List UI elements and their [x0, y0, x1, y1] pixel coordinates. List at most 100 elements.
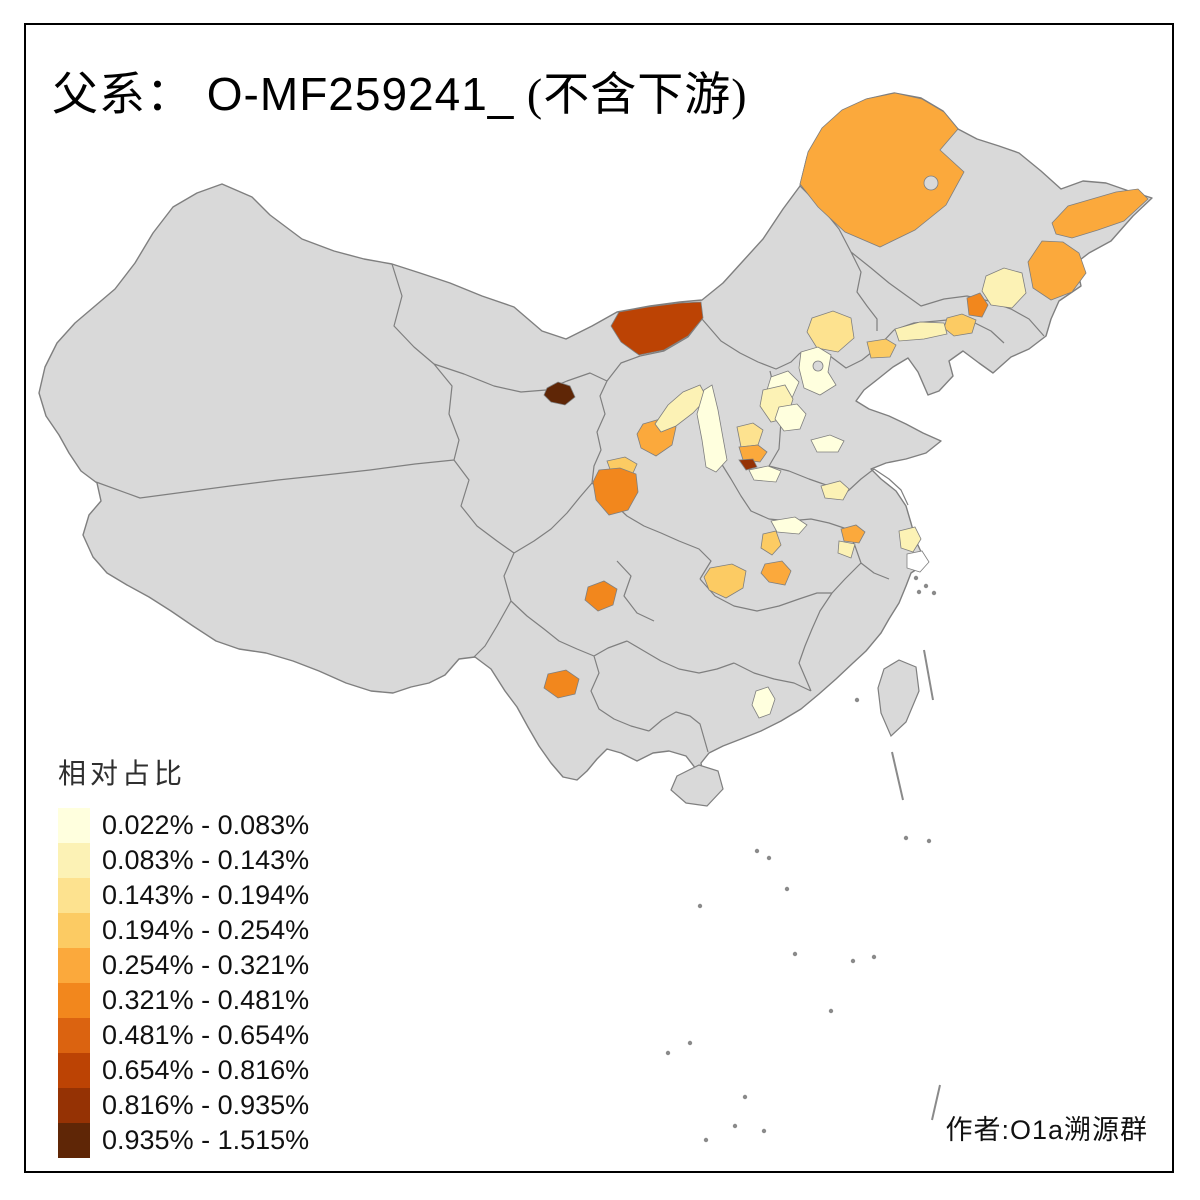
island-speck — [854, 697, 860, 703]
island-speck — [766, 855, 772, 861]
map-region — [748, 465, 782, 483]
legend-swatch — [58, 878, 90, 913]
map-region — [610, 301, 704, 356]
island-speck — [903, 835, 909, 841]
map-region — [738, 444, 768, 463]
map-region — [906, 550, 930, 573]
map-region — [1027, 240, 1087, 301]
island-speck — [916, 589, 922, 595]
islands-layer — [670, 659, 920, 807]
legend-row: 0.321% - 0.481% — [58, 983, 309, 1018]
legend-swatch — [58, 948, 90, 983]
island-speck — [923, 583, 929, 589]
island-speck — [792, 951, 798, 957]
mainland-shape — [38, 92, 1153, 781]
island-speck — [931, 590, 937, 596]
legend-swatch — [58, 1123, 90, 1158]
legend-row: 0.143% - 0.194% — [58, 878, 309, 913]
legend-label: 0.083% - 0.143% — [102, 845, 310, 875]
map-region — [760, 560, 792, 586]
map-title: 父系： O-MF259241_ (不含下游) — [52, 58, 1112, 124]
map-region — [543, 669, 580, 699]
legend-label: 0.143% - 0.194% — [102, 880, 310, 910]
legend-swatch — [58, 1053, 90, 1088]
island-dash — [931, 1084, 941, 1121]
island-speck — [687, 1040, 693, 1046]
map-region — [760, 530, 782, 556]
island-speck — [697, 903, 703, 909]
map-region — [592, 467, 639, 516]
title-prefix: 父系： — [52, 69, 193, 120]
legend-swatch — [58, 1088, 90, 1123]
legend-label: 0.321% - 0.481% — [102, 985, 310, 1015]
island-speck — [665, 1050, 671, 1056]
legend-label: 0.022% - 0.083% — [102, 810, 310, 840]
legend-swatch — [58, 1018, 90, 1053]
island — [670, 764, 724, 807]
legend-row: 0.481% - 0.654% — [58, 1018, 309, 1053]
map-region — [810, 434, 845, 453]
legend-row: 0.254% - 0.321% — [58, 948, 309, 983]
title-suffix: (不含下游) — [514, 69, 748, 120]
map-region — [770, 516, 808, 535]
island-speck — [754, 848, 760, 854]
map-region — [898, 526, 922, 553]
map-region — [696, 384, 728, 473]
legend-row: 0.022% - 0.083% — [58, 808, 309, 843]
island — [877, 659, 920, 738]
island-speck — [784, 886, 790, 892]
region-enclave — [812, 360, 824, 372]
legend-label: 0.654% - 0.816% — [102, 1055, 310, 1085]
legend-row: 0.816% - 0.935% — [58, 1088, 309, 1123]
legend-row: 0.654% - 0.816% — [58, 1053, 309, 1088]
island-speck — [732, 1123, 738, 1129]
legend-label: 0.816% - 0.935% — [102, 1090, 310, 1120]
map-region — [1051, 188, 1149, 239]
legend-label: 0.481% - 0.654% — [102, 1020, 310, 1050]
map-region — [738, 458, 758, 471]
legend-label: 0.194% - 0.254% — [102, 915, 310, 945]
map-region — [736, 422, 764, 448]
legend-rows: 0.022% - 0.083% 0.083% - 0.143% 0.143% - 0… — [58, 808, 309, 1158]
legend-row: 0.194% - 0.254% — [58, 913, 309, 948]
map-region — [543, 381, 576, 406]
island-speck — [828, 1008, 834, 1014]
china-mainland — [38, 92, 1153, 781]
small-islands-layer — [665, 575, 941, 1143]
region-enclave — [923, 175, 939, 191]
legend-swatch — [58, 843, 90, 878]
map-region — [584, 580, 618, 612]
island-speck — [871, 954, 877, 960]
island-dash — [923, 649, 934, 701]
island-speck — [850, 958, 856, 964]
map-region — [703, 563, 747, 599]
legend-row: 0.083% - 0.143% — [58, 843, 309, 878]
title-haplogroup-code: O-MF259241_ — [193, 68, 515, 120]
map-region — [837, 540, 856, 559]
map-region — [966, 292, 989, 318]
island-speck — [761, 1128, 767, 1134]
island-speck — [926, 838, 932, 844]
legend-swatch — [58, 808, 90, 843]
map-region — [894, 321, 948, 342]
map-region — [774, 403, 807, 432]
legend-label: 0.254% - 0.321% — [102, 950, 310, 980]
island-speck — [913, 575, 919, 581]
island-speck — [742, 1094, 748, 1100]
region-holes-layer — [812, 175, 939, 372]
legend: 相对占比 0.022% - 0.083% 0.083% - 0.143% 0.143… — [58, 752, 309, 1158]
legend-title: 相对占比 — [58, 758, 187, 789]
legend-row: 0.935% - 1.515% — [58, 1123, 309, 1158]
map-region — [806, 310, 855, 353]
map-region — [799, 92, 965, 248]
map-region — [751, 686, 776, 719]
legend-swatch — [58, 983, 90, 1018]
island-dash — [891, 751, 904, 801]
attribution: 作者:O1a溯源群 — [945, 1115, 1148, 1145]
map-region — [820, 480, 850, 501]
province-borders — [95, 185, 1045, 753]
colored-regions-layer — [543, 92, 1149, 719]
legend-swatch — [58, 913, 90, 948]
map-region — [866, 338, 897, 359]
